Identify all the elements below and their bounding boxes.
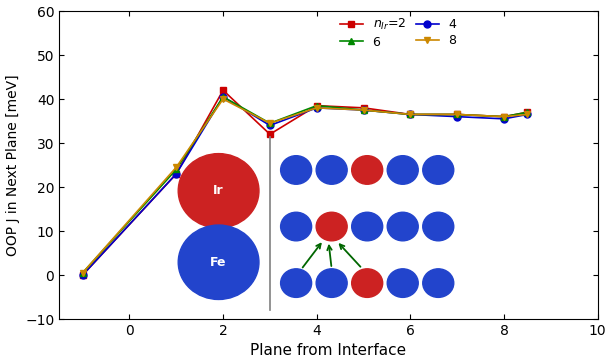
X-axis label: Plane from Interface: Plane from Interface [250,344,406,359]
Legend: $n_{Ir}$=2, 6, 4, 8: $n_{Ir}$=2, 6, 4, 8 [340,17,457,48]
Y-axis label: OOP J in Next Plane [meV]: OOP J in Next Plane [meV] [6,74,20,256]
